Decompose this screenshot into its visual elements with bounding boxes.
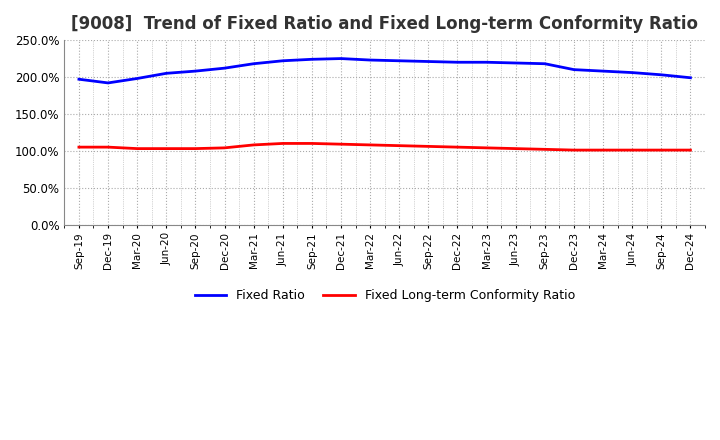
Fixed Ratio — [570, 67, 578, 72]
Fixed Long-term Conformity Ratio — [220, 145, 229, 150]
Fixed Ratio — [162, 71, 171, 76]
Fixed Long-term Conformity Ratio — [133, 146, 142, 151]
Legend: Fixed Ratio, Fixed Long-term Conformity Ratio: Fixed Ratio, Fixed Long-term Conformity … — [189, 284, 580, 307]
Fixed Ratio — [249, 61, 258, 66]
Fixed Ratio — [104, 80, 112, 85]
Fixed Long-term Conformity Ratio — [395, 143, 404, 148]
Fixed Ratio — [599, 69, 608, 74]
Fixed Long-term Conformity Ratio — [628, 147, 636, 153]
Fixed Ratio — [307, 57, 316, 62]
Fixed Long-term Conformity Ratio — [511, 146, 520, 151]
Fixed Long-term Conformity Ratio — [686, 147, 695, 153]
Fixed Long-term Conformity Ratio — [104, 144, 112, 150]
Fixed Ratio — [279, 58, 287, 63]
Title: [9008]  Trend of Fixed Ratio and Fixed Long-term Conformity Ratio: [9008] Trend of Fixed Ratio and Fixed Lo… — [71, 15, 698, 33]
Fixed Long-term Conformity Ratio — [657, 147, 666, 153]
Fixed Long-term Conformity Ratio — [424, 144, 433, 149]
Fixed Ratio — [75, 77, 84, 82]
Fixed Ratio — [220, 66, 229, 71]
Fixed Long-term Conformity Ratio — [599, 147, 608, 153]
Fixed Ratio — [453, 59, 462, 65]
Fixed Long-term Conformity Ratio — [366, 142, 374, 147]
Fixed Long-term Conformity Ratio — [249, 142, 258, 147]
Fixed Ratio — [133, 76, 142, 81]
Fixed Long-term Conformity Ratio — [570, 147, 578, 153]
Fixed Long-term Conformity Ratio — [75, 144, 84, 150]
Fixed Ratio — [541, 61, 549, 66]
Fixed Long-term Conformity Ratio — [162, 146, 171, 151]
Fixed Long-term Conformity Ratio — [191, 146, 199, 151]
Fixed Ratio — [424, 59, 433, 64]
Fixed Long-term Conformity Ratio — [453, 144, 462, 150]
Line: Fixed Ratio: Fixed Ratio — [79, 59, 690, 83]
Fixed Ratio — [191, 69, 199, 74]
Fixed Ratio — [395, 58, 404, 63]
Fixed Long-term Conformity Ratio — [279, 141, 287, 146]
Fixed Ratio — [511, 60, 520, 66]
Fixed Ratio — [482, 59, 491, 65]
Fixed Ratio — [366, 57, 374, 62]
Fixed Ratio — [337, 56, 346, 61]
Line: Fixed Long-term Conformity Ratio: Fixed Long-term Conformity Ratio — [79, 143, 690, 150]
Fixed Ratio — [657, 72, 666, 77]
Fixed Long-term Conformity Ratio — [307, 141, 316, 146]
Fixed Ratio — [686, 75, 695, 81]
Fixed Ratio — [628, 70, 636, 75]
Fixed Long-term Conformity Ratio — [337, 142, 346, 147]
Fixed Long-term Conformity Ratio — [482, 145, 491, 150]
Fixed Long-term Conformity Ratio — [541, 147, 549, 152]
